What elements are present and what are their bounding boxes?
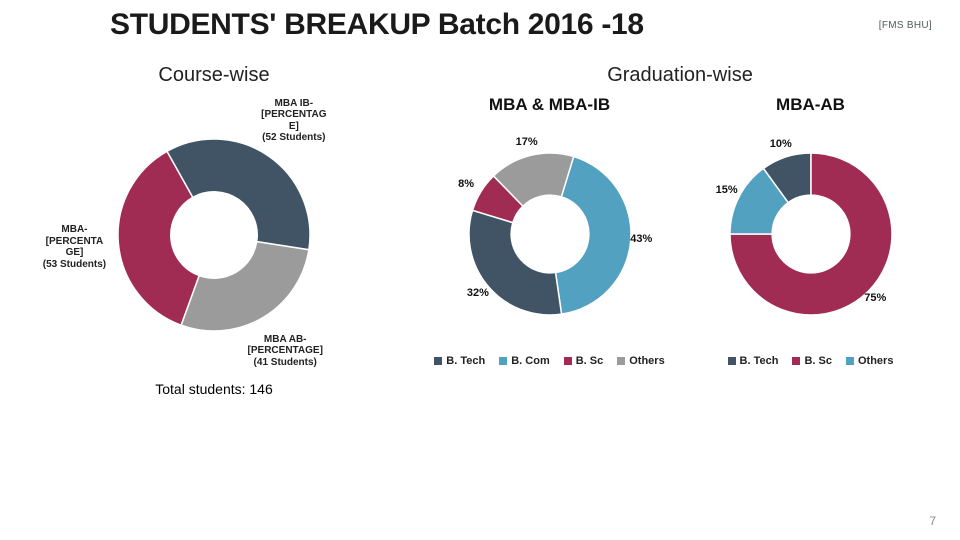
header: STUDENTS' BREAKUP Batch 2016 -18 [FMS BH… [0, 0, 960, 46]
legend-swatch [617, 357, 625, 365]
total-students-caption: Total students: 146 [24, 381, 404, 397]
legend-swatch [499, 357, 507, 365]
page-number: 7 [929, 514, 936, 528]
legend-item: B. Sc [792, 355, 832, 367]
mba-ab-chart: 10%75%15% [685, 119, 936, 349]
donut-slice [468, 210, 561, 315]
legend-label: Others [629, 355, 664, 367]
legend-label: B. Com [511, 355, 550, 367]
legend-item: B. Tech [434, 355, 485, 367]
legend-label: Others [858, 355, 893, 367]
slice-label: MBA AB-[PERCENTAGE](41 Students) [240, 334, 330, 369]
donut-slice [181, 242, 309, 331]
mba-ib-chart: 43%32%8%17% [424, 119, 675, 349]
legend-swatch [434, 357, 442, 365]
legend-item: B. Com [499, 355, 550, 367]
legend-item: B. Tech [728, 355, 779, 367]
legend-swatch [846, 357, 854, 365]
percent-label: 17% [516, 136, 538, 148]
course-wise-panel: Course-wise MBA-[PERCENTAGE](53 Students… [24, 64, 404, 397]
graduation-wise-panel: Graduation-wise MBA & MBA-IB 43%32%8%17%… [424, 64, 936, 397]
graduation-wise-title: Graduation-wise [424, 64, 936, 87]
legend-label: B. Tech [446, 355, 485, 367]
legend-item: B. Sc [564, 355, 604, 367]
mba-ib-title: MBA & MBA-IB [424, 95, 675, 115]
legend-swatch [792, 357, 800, 365]
slice-label: MBA-[PERCENTAGE](53 Students) [29, 224, 119, 270]
course-wise-title: Course-wise [24, 64, 404, 87]
legend-label: B. Sc [804, 355, 832, 367]
page-title: STUDENTS' BREAKUP Batch 2016 -18 [110, 8, 644, 42]
mba-ab-title: MBA-AB [685, 95, 936, 115]
legend-swatch [728, 357, 736, 365]
legend-item: Others [846, 355, 893, 367]
percent-label: 10% [770, 138, 792, 150]
course-wise-chart: MBA-[PERCENTAGE](53 Students)MBA IB-[PER… [24, 95, 404, 375]
mba-ab-panel: MBA-AB 10%75%15% B. Tech B. Sc Others [685, 95, 936, 367]
mba-ib-panel: MBA & MBA-IB 43%32%8%17% B. TechB. ComB.… [424, 95, 675, 367]
legend-swatch [564, 357, 572, 365]
mba-ab-legend: B. Tech B. Sc Others [685, 355, 936, 367]
content: Course-wise MBA-[PERCENTAGE](53 Students… [0, 46, 960, 397]
legend-label: B. Sc [576, 355, 604, 367]
legend-label: B. Tech [740, 355, 779, 367]
mba-ib-legend: B. Tech B. Com B. Sc Others [424, 355, 675, 367]
brand-label: [FMS BHU] [879, 20, 932, 31]
legend-item: Others [617, 355, 664, 367]
